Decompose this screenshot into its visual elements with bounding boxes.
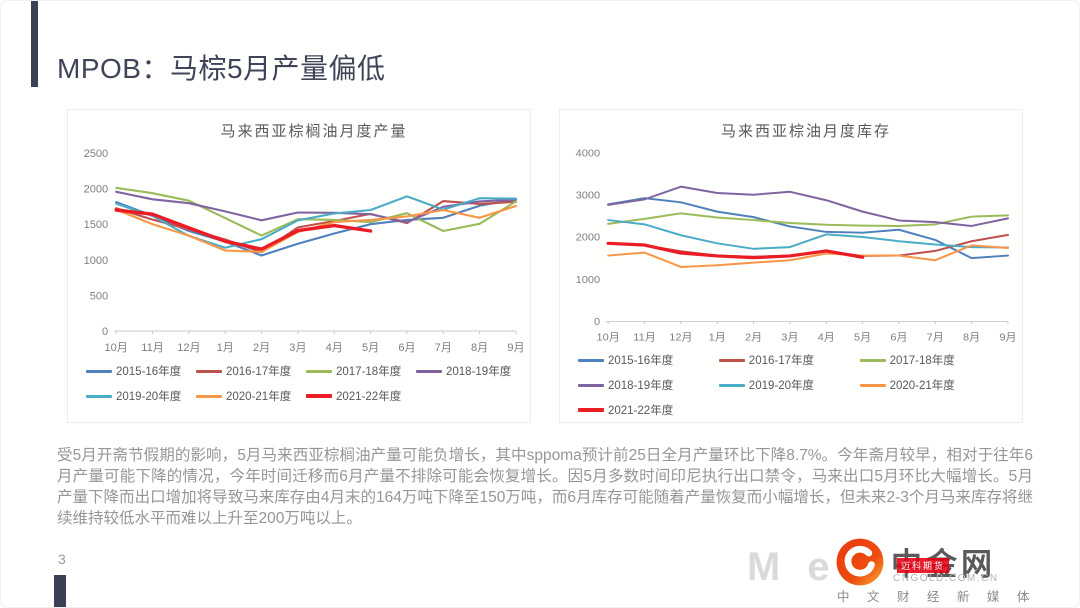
svg-text:5月: 5月 [854,332,871,344]
brand-tagline: 中 文 财 经 新 媒 体 [837,590,1037,604]
svg-text:11月: 11月 [141,342,164,354]
cngold-logo: M e 中金网 迈科期货 CNGOLD.COM.CN 中 文 财 经 新 媒 体 [747,537,1065,604]
legend-item: 2021-22年度 [306,388,416,404]
legend-label: 2015-16年度 [116,366,182,378]
title-accent-bar [31,1,38,87]
svg-text:6月: 6月 [398,342,415,354]
legend-item: 2015-16年度 [578,352,719,368]
legend-swatch [86,369,112,373]
svg-text:2月: 2月 [745,332,762,344]
svg-text:1500: 1500 [84,219,109,231]
svg-text:0: 0 [594,316,600,328]
svg-text:3000: 3000 [576,190,601,202]
legend-swatch [859,358,886,362]
legend-swatch [578,358,604,362]
page-title: MPOB：马棕5月产量偏低 [57,53,386,84]
charts-row: 马来西亚棕榈油月度产量 0 500 1000 1500 2000 2500 10月 11月 12… [67,109,1023,423]
watermark-letters: M e [747,545,838,589]
legend-swatch [578,408,604,412]
legend-label: 2019-20年度 [748,380,815,392]
legend-swatch [718,358,745,362]
production-chart-panel: 马来西亚棕榈油月度产量 0 500 1000 1500 2000 2500 10月 11月 12… [67,109,531,423]
svg-text:2000: 2000 [576,232,601,244]
legend-label: 2021-22年度 [336,391,402,403]
inventory-chart-title: 马来西亚棕油月度库存 [720,123,891,140]
svg-text:7月: 7月 [927,332,944,344]
svg-text:1000: 1000 [576,274,601,286]
legend-item: 2020-21年度 [859,377,1001,393]
inventory-chart-legend: 2015-16年度 2016-17年度 2017-18年度 2018-19年度 2019… [564,348,1018,418]
svg-text:8月: 8月 [963,332,980,344]
svg-text:9月: 9月 [507,342,524,354]
legend-swatch [306,394,332,398]
legend-item: 2017-18年度 [306,363,416,379]
svg-text:3月: 3月 [289,342,306,354]
legend-swatch [86,394,112,398]
legend-swatch [416,369,442,373]
page-number: 3 [58,551,66,567]
analysis-paragraph: 受5月开斋节假期的影响，5月马来西亚棕榈油产量可能负增长，其中sppoma预计前… [57,447,1033,527]
legend-label: 2016-17年度 [748,355,815,367]
svg-text:500: 500 [90,290,108,302]
svg-text:1月: 1月 [709,332,726,344]
legend-swatch [196,369,222,373]
legend-label: 2018-19年度 [446,366,512,378]
svg-text:10月: 10月 [597,332,620,344]
legend-label: 2020-21年度 [226,391,292,403]
production-chart-legend: 2015-16年度 2016-17年度 2017-18年度 2018-19年度 2019… [72,359,526,404]
legend-swatch [578,383,604,387]
svg-text:2月: 2月 [253,342,270,354]
legend-label: 2015-16年度 [608,355,674,367]
legend-item: 2017-18年度 [859,352,1001,368]
brand-domain: CNGOLD.COM.CN [893,573,999,584]
legend-swatch [306,369,332,373]
legend-item: 2015-16年度 [86,363,196,379]
svg-text:4月: 4月 [818,332,835,344]
bottom-accent-bar [54,575,66,607]
production-chart-title: 马来西亚棕榈油月度产量 [220,123,408,140]
svg-text:12月: 12月 [669,332,692,344]
legend-label: 2017-18年度 [336,366,402,378]
legend-swatch [718,383,745,387]
watermark-badge: 迈科期货 [897,558,950,573]
legend-item: 2018-19年度 [416,363,526,379]
svg-text:2000: 2000 [84,184,109,196]
svg-text:9月: 9月 [999,332,1016,344]
legend-item: 2016-17年度 [718,352,860,368]
legend-item: 2019-20年度 [718,377,860,393]
legend-label: 2018-19年度 [608,380,674,392]
svg-text:12月: 12月 [177,342,200,354]
svg-text:7月: 7月 [435,342,452,354]
legend-label: 2019-20年度 [116,391,182,403]
svg-text:3月: 3月 [781,332,798,344]
svg-text:5月: 5月 [362,342,379,354]
legend-item: 2020-21年度 [196,388,306,404]
svg-text:1月: 1月 [217,342,234,354]
production-line-chart: 0 500 1000 1500 2000 2500 10月 11月 12月 1月 2月 3月 4月 5月 6… [84,148,525,354]
svg-text:6月: 6月 [890,332,907,344]
svg-text:0: 0 [102,326,108,338]
inventory-chart-panel: 马来西亚棕油月度库存 0 1000 2000 3000 4000 10月 11月 12月 1月 2… [559,109,1023,423]
svg-text:2500: 2500 [84,148,109,160]
legend-item: 2021-22年度 [578,402,719,418]
legend-label: 2021-22年度 [608,405,674,417]
svg-text:1000: 1000 [84,255,109,267]
svg-text:8月: 8月 [471,342,488,354]
svg-text:4000: 4000 [576,148,601,160]
svg-text:4月: 4月 [326,342,343,354]
legend-item: 2016-17年度 [196,363,306,379]
cngold-logo-icon [836,538,884,586]
legend-swatch [196,394,222,398]
inventory-line-chart: 0 1000 2000 3000 4000 10月 11月 12月 1月 2月 3月 4月 5月 6月 7月… [576,148,1017,344]
legend-label: 2017-18年度 [889,355,955,367]
svg-text:10月: 10月 [105,342,128,354]
legend-label: 2016-17年度 [226,366,292,378]
svg-text:11月: 11月 [633,332,656,344]
legend-swatch [859,383,886,387]
legend-label: 2020-21年度 [889,380,955,392]
legend-item: 2018-19年度 [578,377,719,393]
legend-item: 2019-20年度 [86,388,196,404]
